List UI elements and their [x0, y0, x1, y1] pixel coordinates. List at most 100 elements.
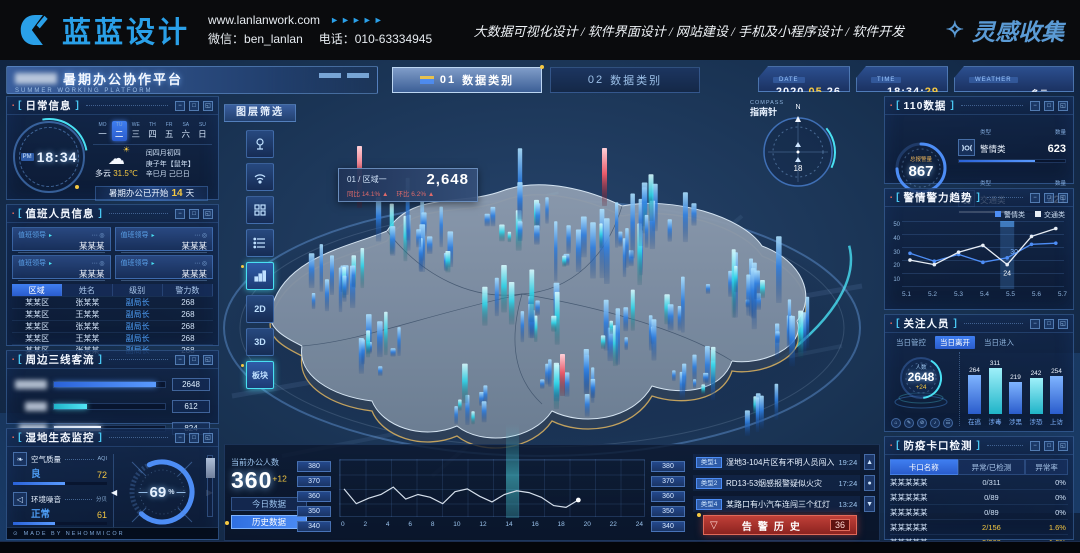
tab-day-control[interactable]: 当日管控 [896, 338, 926, 347]
logo[interactable]: 蓝蓝设计 [16, 9, 190, 51]
window-icon[interactable]: □ [189, 354, 199, 365]
expand-icon[interactable]: ◱ [203, 354, 213, 365]
duty-card[interactable]: 值班领导 ▸ ⋯ ◎ 某某某 [12, 255, 111, 281]
minimize-icon[interactable]: − [175, 208, 185, 219]
map-3d[interactable] [222, 96, 882, 488]
weather-text: 多云 [95, 169, 111, 179]
window-icon[interactable]: □ [1044, 100, 1054, 111]
tool-icon[interactable]: ⌂ [891, 418, 901, 428]
col-header-name[interactable]: 姓名 [62, 284, 113, 296]
tick-label: 370 [297, 476, 331, 487]
expand-icon[interactable]: ◱ [1058, 318, 1068, 329]
col-header-detect[interactable]: 异常/已检测 [957, 459, 1026, 475]
col-header-region[interactable]: 区域 [12, 284, 63, 296]
window-icon[interactable]: □ [1044, 318, 1054, 329]
panel-title: 关注人员 [903, 318, 950, 330]
panel-checkpoints: ▪[防疫卡口检测] − □ ◱ 卡口名称 异常/已检测 异常率 某某某某某 0/311 0… [884, 436, 1074, 550]
tab-data-02[interactable]: 02 数据类别 [550, 67, 700, 93]
window-icon[interactable]: □ [189, 208, 199, 219]
window-icon[interactable]: □ [1044, 192, 1054, 203]
list-button[interactable] [246, 229, 274, 257]
grid-button[interactable] [246, 196, 274, 224]
col-header-rate[interactable]: 异常率 [1025, 459, 1068, 475]
vertical-slider[interactable] [206, 455, 215, 517]
scroll-down-button[interactable]: ▼ [864, 496, 875, 512]
expand-icon[interactable]: ◱ [1058, 100, 1068, 111]
checkpoint-row[interactable]: 某某某某某 0/311 0% [890, 476, 1068, 490]
alert-row[interactable]: 类型4 某路口有小汽车连闯三个红灯 13:24 [693, 496, 861, 512]
expand-icon[interactable]: ◱ [1058, 440, 1068, 451]
col-header-level[interactable]: 级别 [112, 284, 163, 296]
collect-label: 灵感收集 [972, 20, 1064, 45]
camera-point-button[interactable] [246, 130, 274, 158]
expand-icon[interactable]: ◱ [203, 100, 213, 111]
alert-row[interactable]: 类型2 RD13-53烟感报警疑似火灾 17:24 [693, 475, 861, 491]
chevron-right-icon: ▸ [49, 232, 53, 239]
tab-data-01[interactable]: 01 数据类别 [392, 65, 544, 93]
panel-title: 防疫卡口检测 [903, 440, 973, 452]
x-axis-labels: 0 2 4 6 8 10 12 14 16 18 20 22 24 [341, 521, 643, 528]
blocks-button[interactable]: 板块 [241, 361, 274, 389]
more-icon: ⋯ ◎ [194, 232, 207, 239]
tool-icon[interactable]: ⊘ [917, 418, 927, 428]
tab-day-leave[interactable]: 当日离开 [935, 336, 975, 349]
table-row[interactable]: 某某区 王某某 副局长 268 [12, 333, 213, 345]
history-data-button[interactable]: 历史数据 [225, 515, 307, 529]
alert-tag: 类型1 [696, 456, 722, 468]
tab-day-enter[interactable]: 当日进入 [984, 338, 1014, 347]
duty-card[interactable]: 值班领导 ▸ ⋯ ◎ 某某某 [114, 255, 213, 281]
trend-legend[interactable]: 警情类 交通类 [885, 207, 1073, 220]
expand-icon[interactable]: ◱ [203, 208, 213, 219]
website-link[interactable]: www.lanlanwork.com [208, 13, 321, 28]
expand-icon[interactable]: ◱ [1058, 192, 1068, 203]
checkpoint-row-abnormal[interactable]: 某某某某某 2/156 1.6% [890, 521, 1068, 535]
today-data-button[interactable]: 今日数据 [231, 497, 307, 511]
tool-icon[interactable]: ✎ [904, 418, 914, 428]
tool-icon[interactable]: ♪ [930, 418, 940, 428]
dashboard: 暑期办公协作平台 SUMMER WORKING PLATFORM 01 数据类别… [0, 60, 1080, 553]
collect-badge[interactable]: ✧ 灵感收集 [946, 13, 1064, 47]
checkpoint-row[interactable]: 某某某某某 0/89 0% [890, 506, 1068, 520]
view-3d-button[interactable]: 3D [246, 328, 274, 356]
alert-history-button[interactable]: ▽ 告警历史 36 [697, 513, 857, 535]
col-header-name[interactable]: 卡口名称 [890, 459, 958, 475]
view-2d-button[interactable]: 2D [246, 295, 274, 323]
window-icon[interactable]: □ [189, 432, 199, 443]
expand-icon[interactable]: ◱ [203, 432, 213, 443]
scroll-thumb[interactable]: ● [864, 475, 875, 491]
date-plate: DATE 2020.05.26 [758, 66, 850, 92]
history-count-badge: 36 [829, 519, 850, 531]
col-header-force[interactable]: 警力数 [162, 284, 213, 296]
duty-card[interactable]: 值班领导 ▸ ⋯ ◎ 某某某 [12, 227, 111, 253]
panel-title: 湿地生态监控 [25, 432, 95, 444]
checkpoint-header-row: 卡口名称 异常/已检测 异常率 [890, 459, 1068, 475]
gauge-left-arrow[interactable]: ◀ [111, 488, 118, 497]
alert-row[interactable]: 类型1 湿地3-104片区有不明人员闯入 19:24 [693, 454, 861, 470]
more-icon: ⋯ ◎ [91, 232, 105, 239]
minimize-icon[interactable]: − [175, 432, 185, 443]
minimize-icon[interactable]: − [175, 100, 185, 111]
checkpoint-row[interactable]: 某某某某某 0/89 0% [890, 491, 1068, 505]
table-row[interactable]: 某某区 王某某 副局长 268 [12, 309, 213, 321]
signal-button[interactable] [246, 163, 274, 191]
slider-handle[interactable] [206, 458, 215, 478]
weekday-row: MO 一 TU 二 WE 三 TH 四 FR 五 SA 六 SU 日 [93, 121, 212, 145]
minimize-icon[interactable]: − [1030, 440, 1040, 451]
minimize-icon[interactable]: − [175, 354, 185, 365]
date-month: 05 [808, 86, 823, 98]
window-icon[interactable]: □ [189, 100, 199, 111]
time-seconds: 29 [924, 86, 939, 98]
panel-focus-persons: ▪[关注人员] − □ ◱ 当日管控 当日离开 当日进入 人数 2648 +24 [884, 314, 1074, 432]
map-tooltip: 01 / 区域一 2,648 同比 14.1% ▲ 环比 6.2% ▲ [338, 168, 478, 202]
tool-icon[interactable]: ☷ [943, 418, 953, 428]
minimize-icon[interactable]: − [1030, 100, 1040, 111]
scroll-up-button[interactable]: ▲ [864, 454, 875, 470]
duty-card[interactable]: 值班领导 ▸ ⋯ ◎ 某某某 [114, 227, 213, 253]
minimize-icon[interactable]: − [1030, 318, 1040, 329]
window-icon[interactable]: □ [1044, 440, 1054, 451]
minimize-icon[interactable]: − [1030, 192, 1040, 203]
bar-chart-button[interactable] [241, 262, 274, 290]
dashboard-topbar: 暑期办公协作平台 SUMMER WORKING PLATFORM 01 数据类别… [6, 65, 1074, 98]
